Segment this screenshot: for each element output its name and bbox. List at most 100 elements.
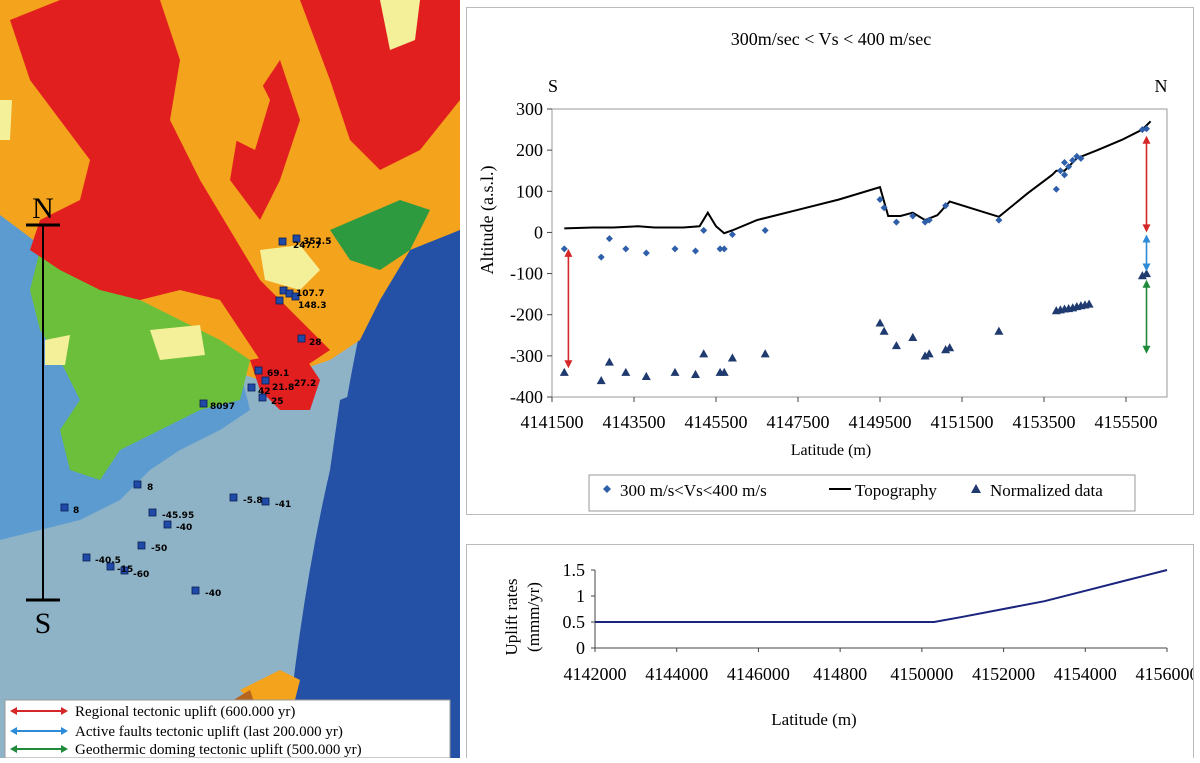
x-tick-label: 4141500 — [521, 412, 584, 432]
vs-data-point — [893, 219, 900, 226]
x-tick-label: 4149500 — [849, 412, 912, 432]
map-legend: Regional tectonic uplift (600.000 yr) Ac… — [5, 700, 450, 758]
x-axis-label: Latitude (m) — [771, 710, 856, 729]
uplift-arrow-head — [1143, 280, 1151, 288]
uplift-arrow-head — [1143, 234, 1151, 242]
topography-line — [564, 121, 1150, 233]
vs-data-point — [598, 254, 605, 261]
station-label: 8097 — [210, 402, 235, 412]
normalized-data-point — [597, 376, 606, 384]
normalized-data-point — [908, 333, 917, 341]
station-label: 247.7 — [293, 241, 321, 251]
station-label: -41 — [275, 500, 291, 510]
compass-south-label: S — [35, 607, 52, 640]
station-marker[interactable] — [255, 367, 262, 374]
station-marker[interactable] — [134, 481, 141, 488]
x-tick-label: 4152000 — [972, 664, 1035, 684]
station-marker[interactable] — [298, 335, 305, 342]
x-tick-label: 4145500 — [685, 412, 748, 432]
legend-label: Regional tectonic uplift (600.000 yr) — [75, 704, 295, 720]
station-label: -40 — [205, 589, 221, 599]
station-marker[interactable] — [164, 521, 171, 528]
station-label: 28 — [309, 338, 322, 348]
vs-data-point — [762, 227, 769, 234]
x-tick-label: 4146000 — [727, 664, 790, 684]
station-label: -45.95 — [162, 511, 194, 521]
station-marker[interactable] — [262, 498, 269, 505]
normalized-data-point — [880, 327, 889, 335]
x-tick-label: 414800 — [813, 664, 867, 684]
normalized-data-point — [892, 341, 901, 349]
normalized-data-point — [691, 370, 700, 378]
x-tick-label: 4150000 — [890, 664, 953, 684]
vs-data-point — [643, 250, 650, 257]
x-tick-label: 4142000 — [564, 664, 627, 684]
legend-label: Geothermic doming tectonic uplift (500.0… — [75, 742, 362, 758]
normalized-data-point — [605, 358, 614, 366]
station-marker[interactable] — [83, 554, 90, 561]
station-label: -50 — [151, 544, 167, 554]
station-label: 21.8 — [272, 383, 294, 393]
station-label: 8 — [147, 483, 153, 493]
station-marker[interactable] — [61, 504, 68, 511]
normalized-data-point — [560, 368, 569, 376]
station-label: 27.2 — [294, 379, 316, 389]
y-tick-label: 1 — [576, 586, 585, 606]
vs-data-point — [1053, 186, 1060, 193]
legend-label-topography: Topography — [855, 481, 937, 500]
uplift-arrow-head — [1143, 264, 1151, 272]
geological-map: N S — [0, 0, 460, 758]
y-tick-label: -200 — [510, 305, 543, 325]
y-tick-label: 1.5 — [563, 560, 586, 580]
station-marker[interactable] — [230, 494, 237, 501]
station-label: 148.3 — [298, 301, 326, 311]
vs-data-point — [561, 245, 568, 252]
x-tick-label: 4144000 — [645, 664, 708, 684]
plot-area: 0 0.5 1 1.5 4142000 4144000 4146000 414800 41500… — [563, 560, 1194, 684]
normalized-data-point — [699, 349, 708, 357]
uplift-arrow-head — [564, 360, 572, 368]
normalized-data-point — [642, 372, 651, 380]
altitude-chart: 300m/sec < Vs < 400 m/sec S N Altitude (… — [467, 8, 1193, 514]
x-tick-label: 4153500 — [1013, 412, 1076, 432]
normalized-data-point — [671, 368, 680, 376]
x-axis-label: Latitude (m) — [791, 442, 871, 459]
vs-data-point — [672, 245, 679, 252]
altitude-chart-panel: 300m/sec < Vs < 400 m/sec S N Altitude (… — [466, 7, 1194, 515]
y-axis-label: Altitude (a.s.l.) — [477, 166, 498, 275]
station-marker[interactable] — [200, 400, 207, 407]
vs-data-point — [606, 235, 613, 242]
station-label: -15 — [117, 565, 133, 575]
x-tick-label: 4156000 — [1136, 664, 1194, 684]
y-axis-label-line1: Uplift rates — [502, 579, 521, 656]
station-marker[interactable] — [149, 509, 156, 516]
station-label: -5.8 — [243, 496, 263, 506]
uplift-chart-panel: Uplift rates (mmm/yr) Latitude (m) 0 0.5 1… — [466, 544, 1194, 758]
normalized-data-point — [761, 349, 770, 357]
uplift-chart: Uplift rates (mmm/yr) Latitude (m) 0 0.5 1… — [467, 545, 1193, 757]
y-tick-label: -100 — [510, 264, 543, 284]
station-label: 42 — [258, 387, 271, 397]
normalized-data-point — [621, 368, 630, 376]
vs-data-point — [622, 245, 629, 252]
station-label: 8 — [73, 506, 79, 516]
y-tick-label: 0 — [576, 638, 585, 658]
station-label: -40 — [176, 523, 192, 533]
station-marker[interactable] — [279, 238, 286, 245]
corner-label-north: N — [1155, 76, 1168, 96]
x-tick-label: 4154000 — [1054, 664, 1117, 684]
uplift-arrow-head — [1143, 346, 1151, 354]
y-tick-label: 100 — [516, 181, 543, 201]
y-axis-label-line2: (mmm/yr) — [524, 582, 543, 652]
station-marker[interactable] — [276, 297, 283, 304]
normalized-data-point — [728, 353, 737, 361]
station-marker[interactable] — [138, 542, 145, 549]
legend-label: Active faults tectonic uplift (last 200.… — [75, 724, 343, 740]
legend-label-normalized: Normalized data — [990, 481, 1103, 500]
station-marker[interactable] — [248, 384, 255, 391]
y-tick-label: 0.5 — [563, 612, 586, 632]
chart-title: 300m/sec < Vs < 400 m/sec — [731, 29, 931, 49]
station-marker[interactable] — [192, 587, 199, 594]
map-svg: N S — [0, 0, 460, 758]
